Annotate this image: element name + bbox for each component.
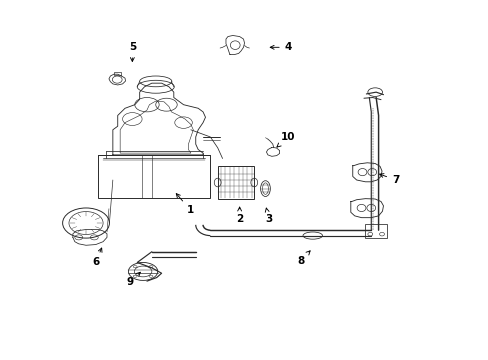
Text: 1: 1 (176, 194, 194, 216)
Text: 4: 4 (270, 42, 291, 52)
Text: 7: 7 (379, 174, 399, 185)
Text: 2: 2 (236, 207, 243, 224)
Text: 3: 3 (264, 208, 272, 224)
Text: 8: 8 (296, 251, 309, 266)
Bar (114, 72, 121, 75)
Text: 10: 10 (276, 132, 295, 147)
Text: 6: 6 (92, 248, 102, 267)
Bar (217, 166, 254, 199)
Bar (365, 225, 386, 238)
Text: 9: 9 (126, 272, 140, 287)
Bar (98, 155, 210, 198)
Text: 5: 5 (128, 42, 136, 62)
